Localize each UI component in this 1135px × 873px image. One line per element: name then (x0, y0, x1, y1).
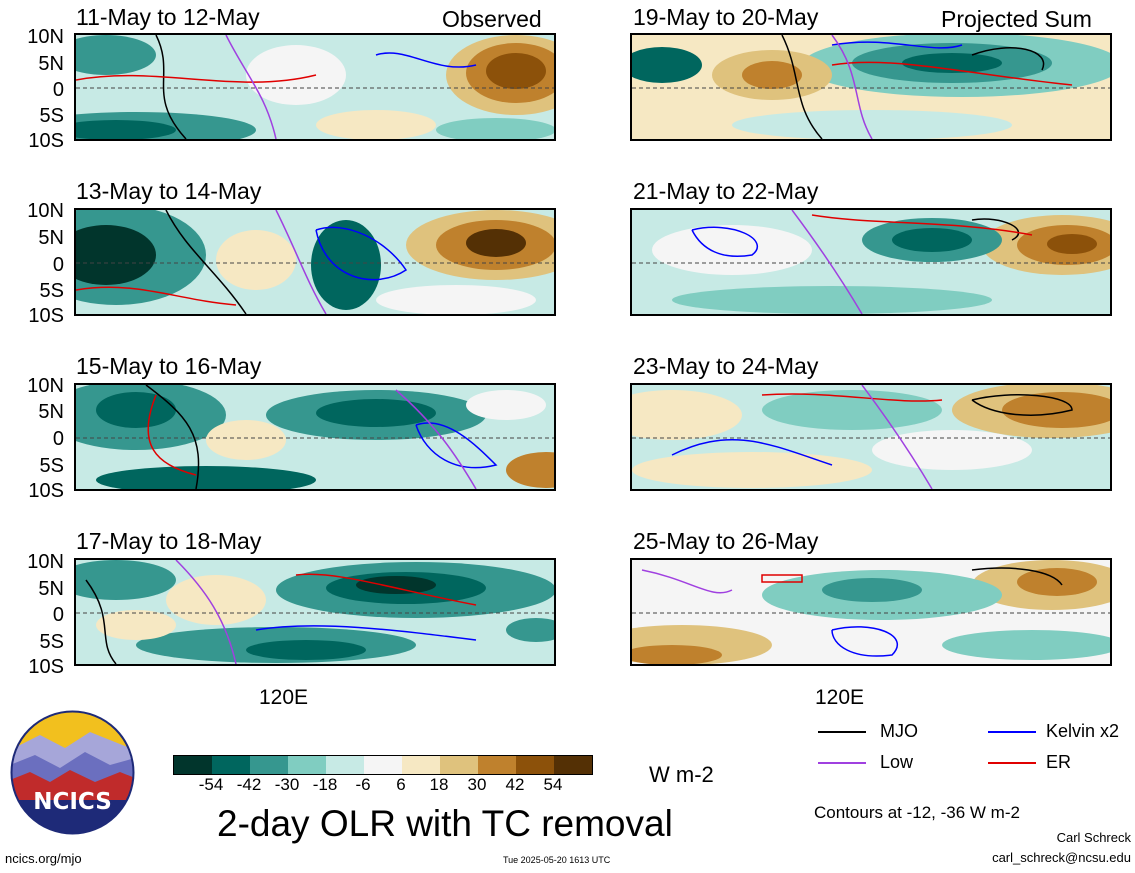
lat-label-5s: 5S (39, 280, 64, 302)
author: Carl Schreck (1056, 830, 1131, 845)
legend-label-er: ER (1046, 752, 1072, 772)
lat-label-5s: 5S (39, 455, 64, 477)
legend-label-low: Low (880, 752, 914, 772)
lat-label-10s: 10S (28, 656, 64, 678)
legend-line-kelvin (988, 731, 1036, 733)
olr-map-svg-4 (76, 560, 554, 664)
legend-label-kelvin: Kelvin x2 (1046, 721, 1120, 741)
legend-label-mjo: MJO (880, 721, 918, 741)
color-bar-tick-label: -18 (312, 775, 338, 794)
olr-map-svg-2 (76, 210, 554, 314)
site-url[interactable]: ncics.org/mjo (5, 851, 82, 866)
panel-title-8: 25-May to 26-May (633, 528, 819, 554)
contours-note: Contours at -12, -36 W m-2 (814, 803, 1020, 822)
lat-label-0: 0 (52, 428, 64, 450)
olr-map-svg-3 (76, 385, 554, 489)
color-bar-swatch (174, 756, 212, 774)
olr-map-panel-3 (74, 383, 556, 491)
main-title: 2-day OLR with TC removal (217, 803, 673, 844)
color-bar (173, 755, 593, 775)
lat-label-5n: 5N (38, 53, 64, 75)
x-axis-label-right: 120E (815, 686, 865, 709)
ncics-logo: NCICS (10, 710, 135, 835)
projected-sum-label: Projected Sum (941, 6, 1092, 32)
panel-title-6: 21-May to 22-May (633, 178, 819, 204)
panel-title-4: 17-May to 18-May (76, 528, 262, 554)
olr-map-panel-6 (630, 208, 1112, 316)
color-bar-swatch (288, 756, 326, 774)
observed-label: Observed (442, 6, 542, 32)
color-bar-tick-label: 30 (467, 775, 487, 794)
lat-label-0: 0 (52, 79, 64, 101)
olr-map-panel-5 (630, 33, 1112, 141)
color-bar-tick-label: -30 (274, 775, 300, 794)
color-bar-swatch (326, 756, 364, 774)
olr-map-svg-1 (76, 35, 554, 139)
color-bar-tick-label: -54 (198, 775, 224, 794)
x-axis-label-left: 120E (259, 686, 309, 709)
lat-label-10n: 10N (27, 375, 64, 397)
color-bar-tick-label: 18 (429, 775, 449, 794)
color-bar-tick-label: 6 (396, 775, 406, 794)
legend-line-low (818, 762, 866, 764)
olr-map-panel-7 (630, 383, 1112, 491)
legend-line-mjo (818, 731, 866, 733)
color-bar-tick-label: -42 (236, 775, 262, 794)
olr-map-svg-5 (632, 35, 1110, 139)
lat-label-10n: 10N (27, 551, 64, 573)
lat-label-0: 0 (52, 604, 64, 626)
color-bar-tick-label: -6 (355, 775, 371, 794)
olr-map-svg-7 (632, 385, 1110, 489)
lat-label-5n: 5N (38, 578, 64, 600)
olr-map-panel-4 (74, 558, 556, 666)
panel-title-1: 11-May to 12-May (76, 4, 260, 30)
olr-map-svg-8 (632, 560, 1110, 664)
lat-label-5s: 5S (39, 105, 64, 127)
color-bar-swatch (440, 756, 478, 774)
color-bar-swatch (478, 756, 516, 774)
color-bar-swatch (402, 756, 440, 774)
lat-label-10s: 10S (28, 305, 64, 327)
lat-label-5n: 5N (38, 401, 64, 423)
color-bar-swatch (212, 756, 250, 774)
lat-label-10s: 10S (28, 130, 64, 152)
legend-line-er (988, 762, 1036, 764)
lat-label-10n: 10N (27, 26, 64, 48)
panel-title-5: 19-May to 20-May (633, 4, 819, 30)
color-bar-swatch (250, 756, 288, 774)
panel-title-7: 23-May to 24-May (633, 353, 819, 379)
olr-map-svg-6 (632, 210, 1110, 314)
author-email: carl_schreck@ncsu.edu (992, 850, 1131, 865)
logo-text: NCICS (33, 789, 112, 815)
lat-label-0: 0 (52, 254, 64, 276)
olr-map-panel-1 (74, 33, 556, 141)
color-bar-tick-label: 54 (543, 775, 563, 794)
panel-title-3: 15-May to 16-May (76, 353, 262, 379)
lat-label-10n: 10N (27, 200, 64, 222)
timestamp: Tue 2025-05-20 1613 UTC (503, 855, 611, 865)
color-bar-swatch (554, 756, 592, 774)
olr-map-panel-2 (74, 208, 556, 316)
lat-label-5s: 5S (39, 631, 64, 653)
lat-label-5n: 5N (38, 227, 64, 249)
color-bar-swatch (516, 756, 554, 774)
color-bar-unit: W m-2 (649, 762, 714, 787)
color-bar-tick-label: 42 (505, 775, 525, 794)
ncics-logo-svg (10, 710, 135, 835)
lat-label-10s: 10S (28, 480, 64, 502)
panel-title-2: 13-May to 14-May (76, 178, 262, 204)
color-bar-swatch (364, 756, 402, 774)
olr-map-panel-8 (630, 558, 1112, 666)
